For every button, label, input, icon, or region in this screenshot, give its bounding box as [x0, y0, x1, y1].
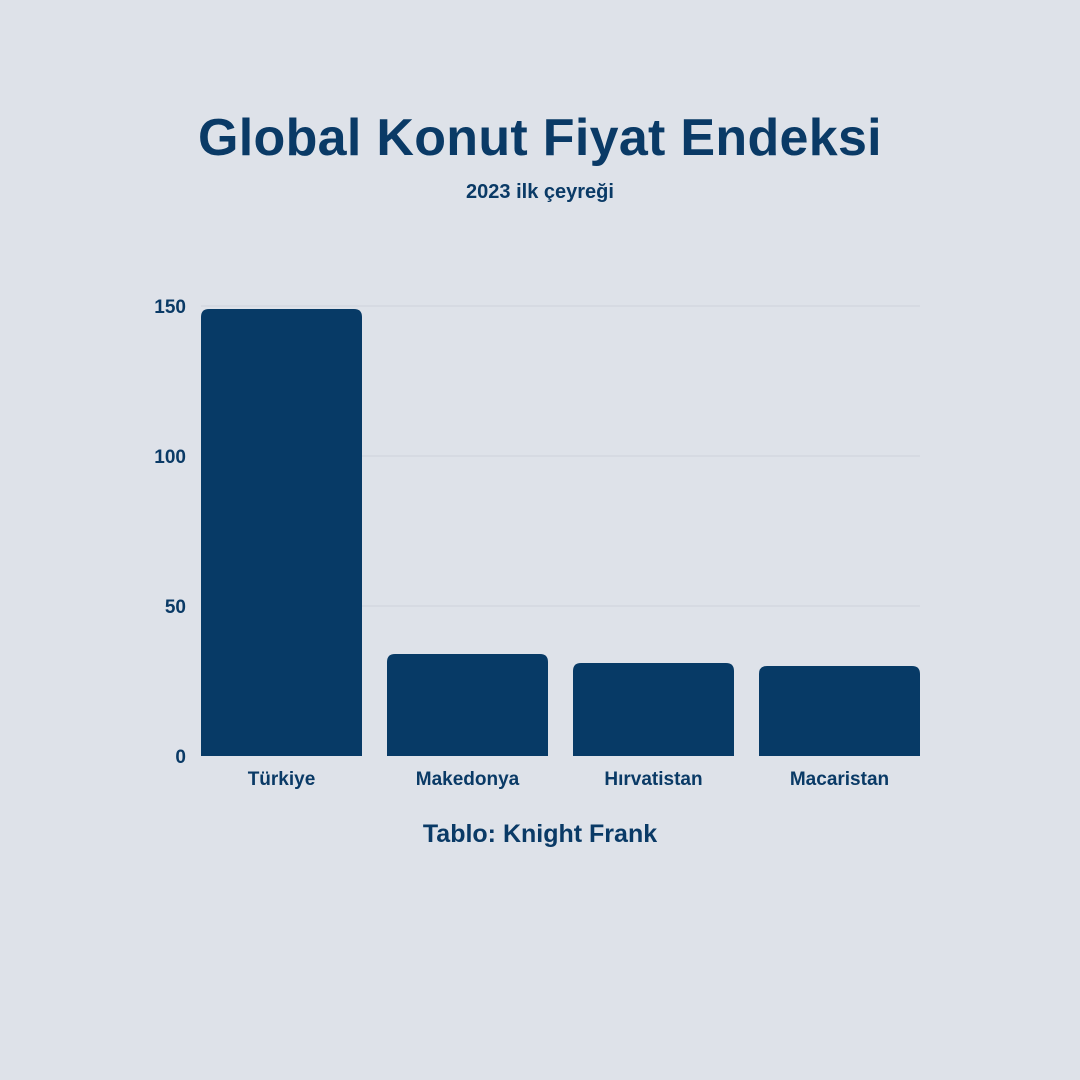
- y-tick-label: 150: [154, 297, 186, 318]
- chart-subtitle: 2023 ilk çeyreği: [466, 181, 614, 203]
- x-tick-label: Hırvatistan: [604, 769, 702, 790]
- x-tick-label: Macaristan: [790, 769, 889, 790]
- bar-t-rkiye: [201, 309, 362, 756]
- chart-source: Tablo: Knight Frank: [422, 820, 658, 848]
- x-tick-label: Türkiye: [248, 769, 316, 790]
- bar-makedonya: [387, 654, 548, 756]
- bar-macaristan: [759, 666, 920, 756]
- chart-title: Global Konut Fiyat Endeksi: [198, 109, 882, 167]
- y-tick-label: 50: [165, 597, 186, 618]
- y-tick-label: 100: [154, 447, 186, 468]
- bar-h-rvatistan: [573, 663, 734, 756]
- x-tick-label: Makedonya: [416, 769, 520, 790]
- y-tick-label: 0: [175, 747, 186, 768]
